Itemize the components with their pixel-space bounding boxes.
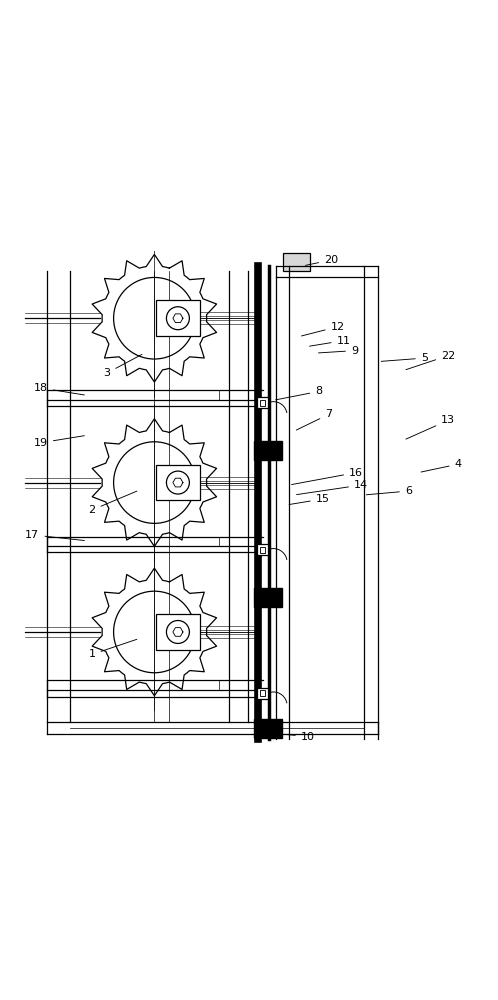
Text: 13: 13 xyxy=(406,415,455,439)
Text: 1: 1 xyxy=(89,639,137,659)
Bar xyxy=(257,397,268,408)
Text: 20: 20 xyxy=(305,255,338,265)
Text: 19: 19 xyxy=(34,436,85,448)
Text: 22: 22 xyxy=(406,351,455,370)
Bar xyxy=(260,400,265,406)
Text: 11: 11 xyxy=(310,336,351,346)
Bar xyxy=(254,588,282,607)
Text: 12: 12 xyxy=(301,322,345,336)
Bar xyxy=(254,441,282,460)
Bar xyxy=(283,253,310,271)
Bar xyxy=(254,719,282,738)
Bar xyxy=(155,614,200,650)
Bar xyxy=(155,300,200,336)
Text: 9: 9 xyxy=(319,346,358,356)
Bar xyxy=(70,680,219,690)
Text: 16: 16 xyxy=(291,468,363,485)
Text: 18: 18 xyxy=(34,383,85,395)
Text: 14: 14 xyxy=(297,480,368,495)
Bar xyxy=(257,544,268,555)
Text: 10: 10 xyxy=(284,732,315,742)
Text: 7: 7 xyxy=(296,409,332,430)
Text: 3: 3 xyxy=(104,354,142,378)
Text: 15: 15 xyxy=(289,494,330,505)
Text: 6: 6 xyxy=(367,486,412,496)
Text: 8: 8 xyxy=(275,386,322,400)
Text: 4: 4 xyxy=(421,459,462,472)
Bar xyxy=(70,537,219,546)
Text: 2: 2 xyxy=(89,491,137,515)
Bar xyxy=(260,547,265,553)
Bar xyxy=(70,390,219,400)
Text: 5: 5 xyxy=(381,353,428,363)
Text: 17: 17 xyxy=(25,530,84,541)
Bar xyxy=(260,690,265,696)
Bar xyxy=(155,465,200,500)
Bar xyxy=(257,688,268,699)
